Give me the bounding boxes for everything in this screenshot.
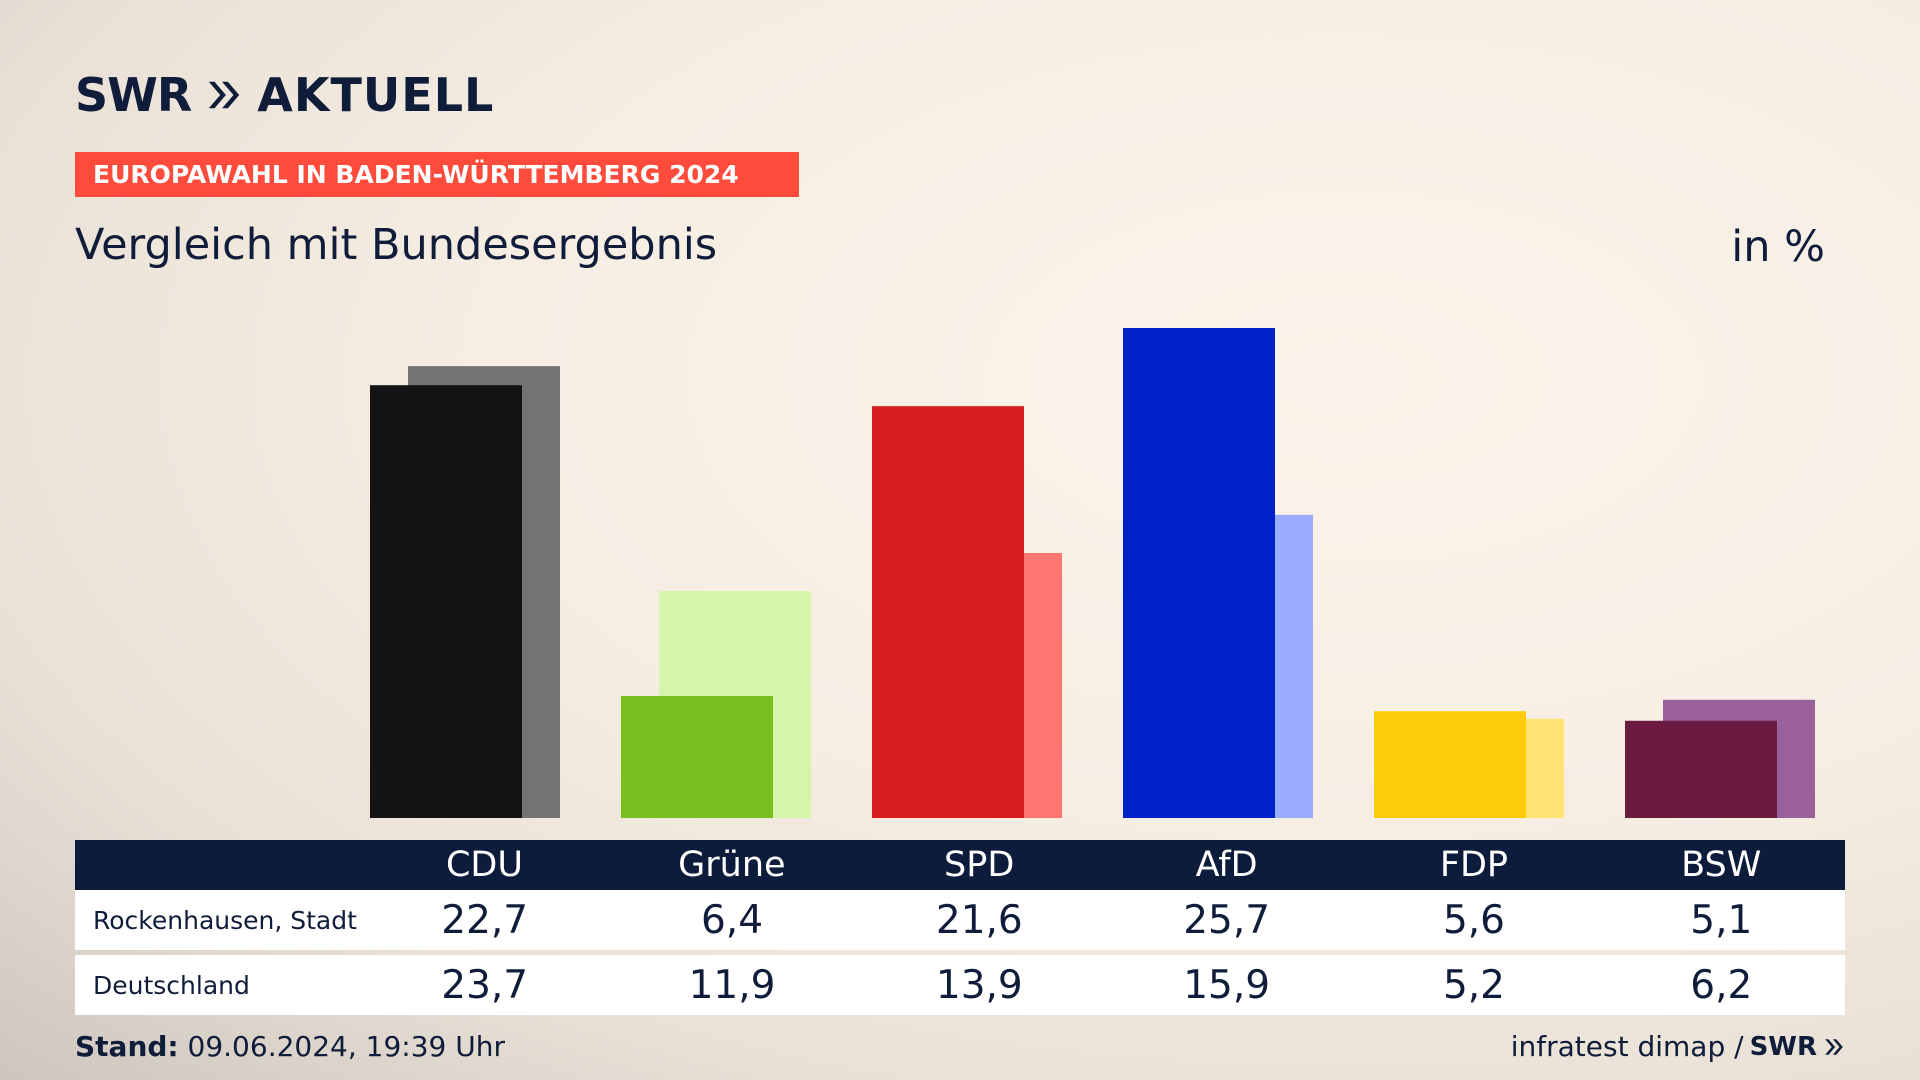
table-row: Deutschland 23,7 11,9 13,9 15,9 5,2 6,2 bbox=[75, 955, 1845, 1015]
party-header: SPD bbox=[944, 845, 1015, 885]
bar-rockenhausen-afd bbox=[1123, 328, 1275, 818]
bar-rockenhausen-spd bbox=[872, 406, 1024, 818]
value-cell: 25,7 bbox=[1183, 897, 1271, 943]
source-text: infratest dimap / bbox=[1510, 1030, 1744, 1063]
value-cell: 15,9 bbox=[1183, 962, 1271, 1008]
value-cell: 5,2 bbox=[1442, 962, 1505, 1008]
value-cell: 6,2 bbox=[1690, 962, 1753, 1008]
value-cell: 11,9 bbox=[688, 962, 776, 1008]
swr-aktuell-logo: SWR AKTUELL bbox=[75, 68, 494, 122]
value-cell: 13,9 bbox=[935, 962, 1023, 1008]
double-chevron-icon bbox=[1825, 1038, 1843, 1055]
results-table: CDU Grüne SPD AfD FDP BSW Rockenhausen, … bbox=[75, 840, 1845, 1015]
chart-subtitle: Vergleich mit Bundesergebnis bbox=[75, 220, 718, 270]
party-header: AfD bbox=[1195, 845, 1258, 885]
party-header: BSW bbox=[1681, 845, 1762, 885]
row-label: Rockenhausen, Stadt bbox=[93, 905, 357, 935]
double-chevron-icon bbox=[209, 81, 240, 109]
row-label: Deutschland bbox=[93, 970, 250, 1000]
logo-aktuell-text: AKTUELL bbox=[257, 68, 495, 122]
source-credit: infratest dimap / SWR bbox=[1511, 1030, 1845, 1063]
value-cell: 5,6 bbox=[1442, 897, 1505, 943]
bar-rockenhausen-bsw bbox=[1625, 720, 1777, 818]
value-cell: 6,4 bbox=[700, 897, 764, 943]
stand-label: Stand: bbox=[75, 1030, 179, 1063]
party-header: FDP bbox=[1439, 845, 1509, 885]
bar-rockenhausen-fdp bbox=[1374, 711, 1526, 818]
timestamp: Stand: 09.06.2024, 19:39 Uhr bbox=[75, 1030, 505, 1063]
value-cell: 22,7 bbox=[441, 897, 529, 943]
table-header: CDU Grüne SPD AfD FDP BSW bbox=[75, 840, 1845, 890]
unit-label: in % bbox=[1731, 222, 1825, 272]
value-cell: 5,1 bbox=[1690, 897, 1753, 943]
party-header: Grüne bbox=[678, 845, 786, 885]
party-header: CDU bbox=[445, 845, 523, 885]
bar-rockenhausen-cdu bbox=[370, 385, 522, 818]
table-row: Rockenhausen, Stadt 22,7 6,4 21,6 25,7 5… bbox=[75, 890, 1845, 950]
value-cell: 21,6 bbox=[935, 897, 1023, 943]
bar-rockenhausen-grüne bbox=[621, 695, 773, 818]
election-banner: EUROPAWAHL IN BADEN-WÜRTTEMBERG 2024 bbox=[75, 152, 799, 197]
swr-mini-logo: SWR bbox=[1749, 1031, 1817, 1062]
stand-value: 09.06.2024, 19:39 Uhr bbox=[187, 1030, 505, 1063]
logo-swr-text: SWR bbox=[75, 68, 192, 122]
value-cell: 23,7 bbox=[441, 962, 529, 1008]
